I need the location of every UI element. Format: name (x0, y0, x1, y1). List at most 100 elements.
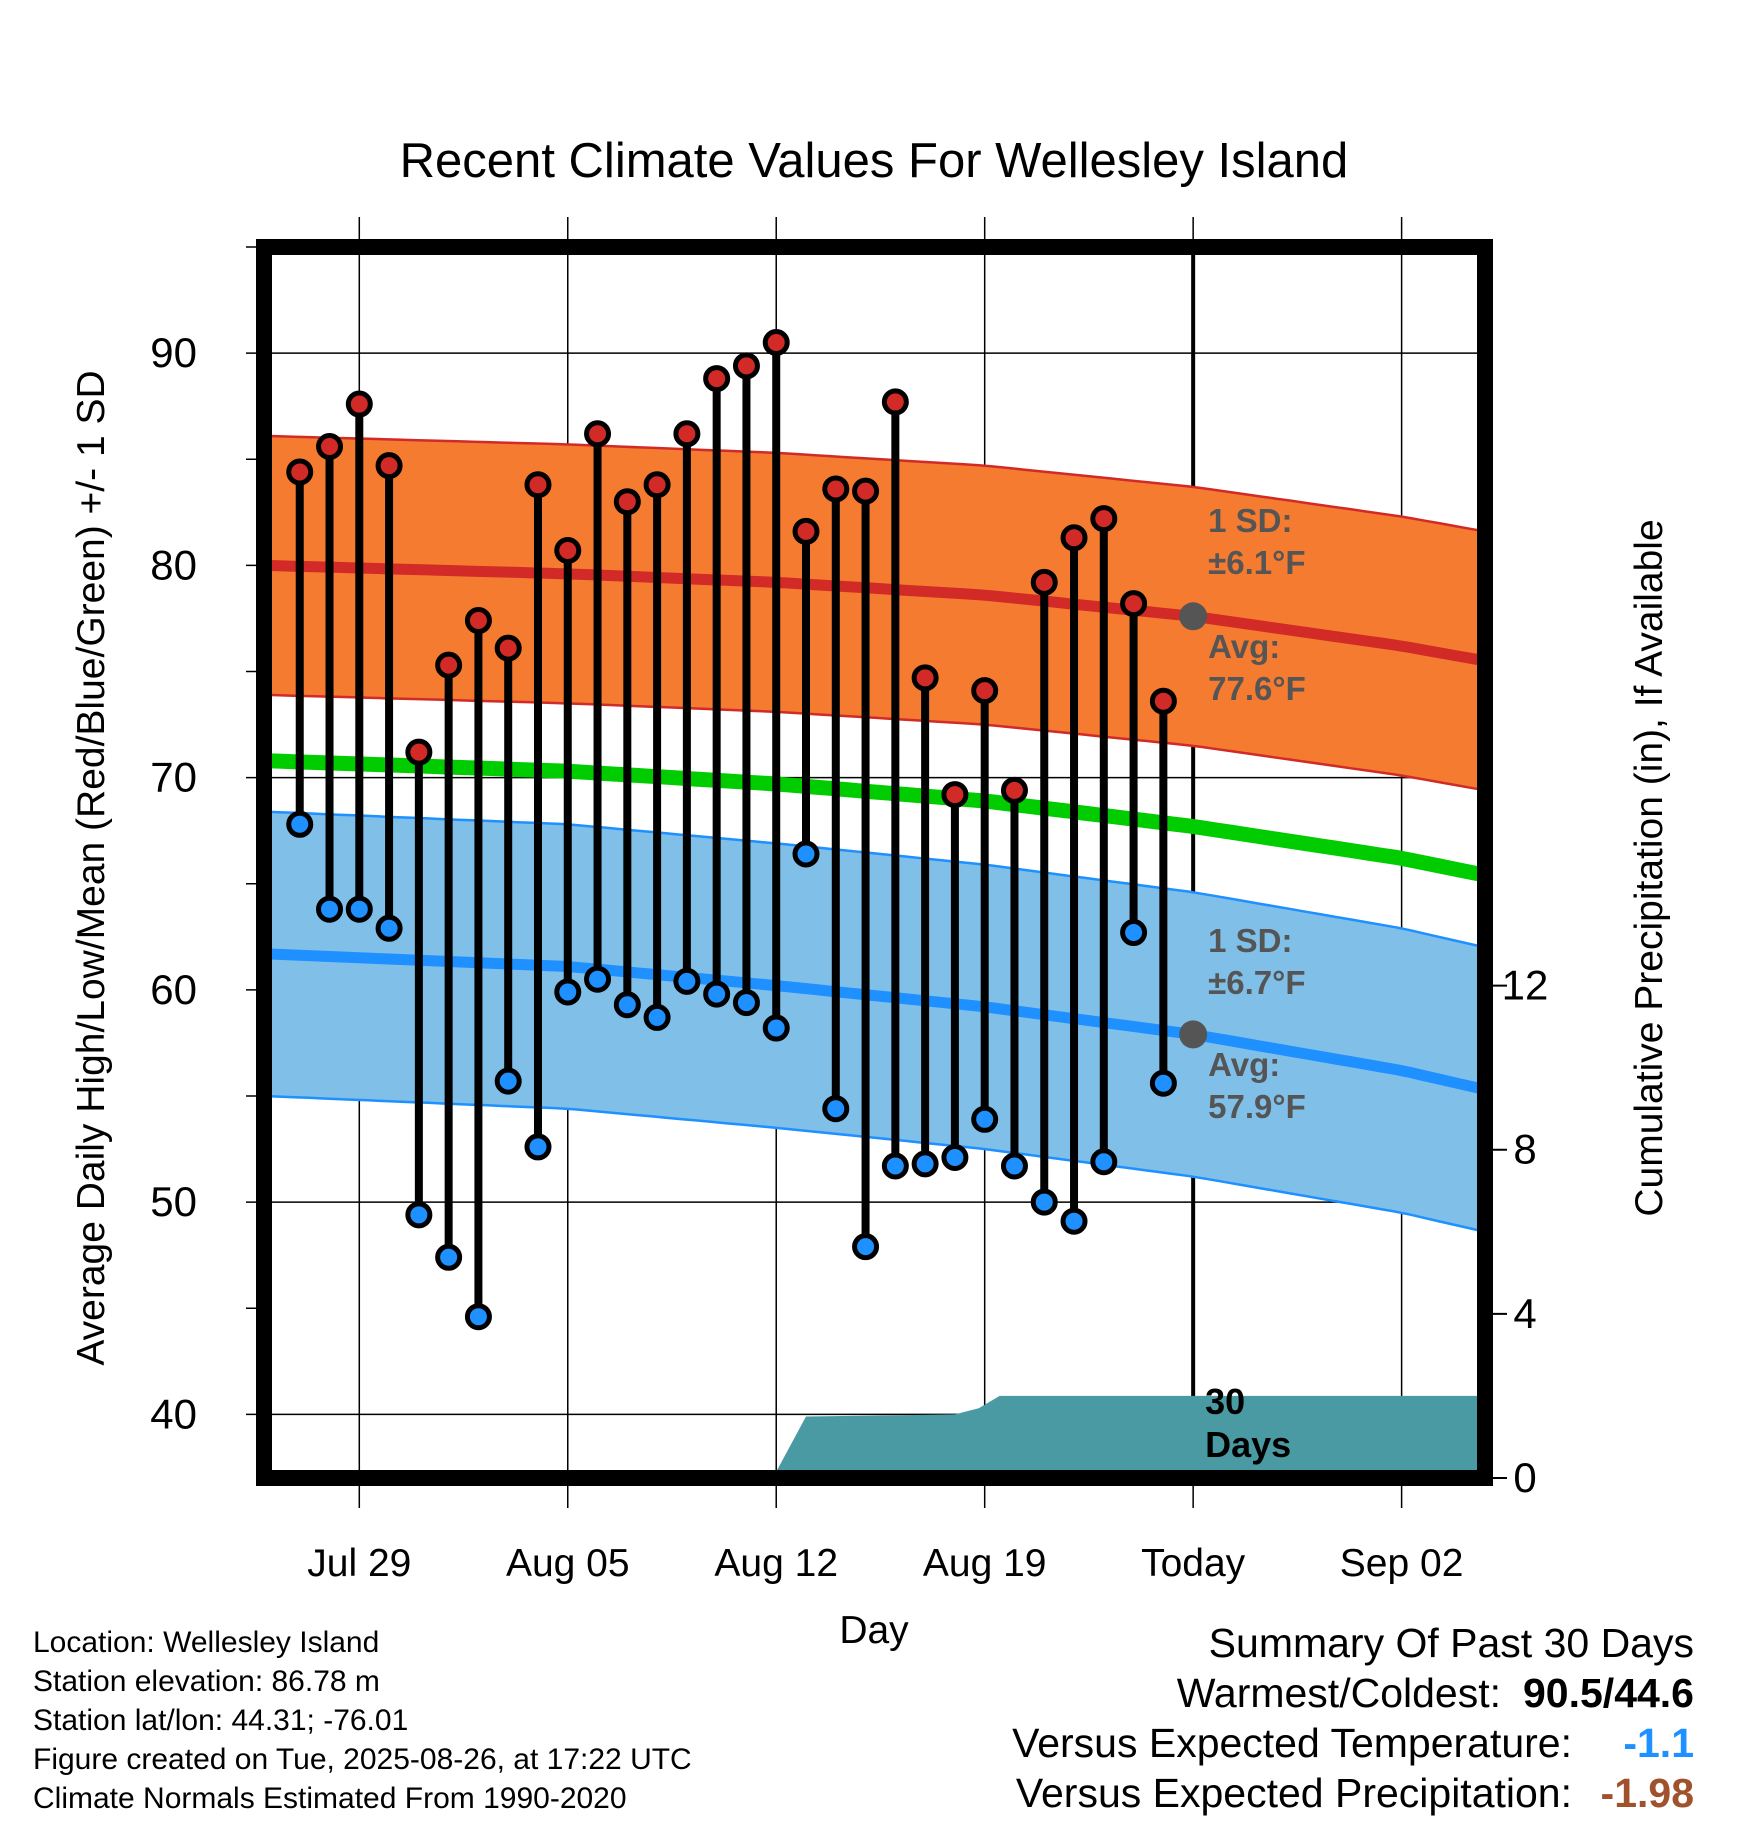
created-text: Figure created on Tue, 2025-08-26, at 17… (33, 1743, 692, 1776)
y-tick-label: 90 (150, 329, 197, 376)
high-sd-value: ±6.1°F (1208, 544, 1305, 581)
high-marker (673, 420, 701, 448)
high-marker (286, 458, 314, 486)
precip-departure-label: Versus Expected Precipitation: (1015, 1770, 1572, 1816)
high-marker (941, 781, 969, 809)
low-marker (703, 980, 731, 1008)
low-sd-label: 1 SD: (1208, 922, 1292, 959)
y-axis-label: Average Daily High/Low/Mean (Red/Blue/Gr… (70, 370, 113, 1365)
low-marker (375, 914, 403, 942)
high-avg-label: Avg: (1208, 628, 1280, 665)
low-marker (1149, 1069, 1177, 1097)
low-marker (911, 1150, 939, 1178)
y-tick-label: 50 (150, 1178, 197, 1225)
high-marker (554, 537, 582, 565)
low-marker (673, 967, 701, 995)
elevation-text: Station elevation: 86.78 m (33, 1665, 380, 1698)
low-band-upper-edge (263, 810, 1486, 949)
low-marker (1060, 1207, 1088, 1235)
low-marker (732, 989, 760, 1017)
high-marker (1060, 524, 1088, 552)
y2-tick-label: 8 (1513, 1126, 1536, 1173)
high-sd-label: 1 SD: (1208, 502, 1292, 539)
plot-frame (256, 239, 1493, 1486)
high-marker (732, 352, 760, 380)
high-marker (1030, 568, 1058, 596)
high-marker (703, 365, 731, 393)
normals-text: Climate Normals Estimated From 1990-2020 (33, 1782, 627, 1815)
high-marker (971, 677, 999, 705)
low-marker (405, 1201, 433, 1229)
latlon-text: Station lat/lon: 44.31; -76.01 (33, 1704, 409, 1737)
low-marker (822, 1095, 850, 1123)
y2-tick-label: 12 (1502, 962, 1549, 1009)
warmest-coldest-value: 90.5/44.6 (1523, 1670, 1694, 1716)
low-marker (1030, 1188, 1058, 1216)
high-marker (405, 738, 433, 766)
high-marker (584, 420, 612, 448)
y2-tick-label: 0 (1513, 1454, 1536, 1501)
low-marker (316, 895, 344, 923)
warmest-coldest-label: Warmest/Coldest: (1176, 1670, 1501, 1716)
low-marker (524, 1133, 552, 1161)
y-tick-label: 70 (150, 754, 197, 801)
high-marker (852, 477, 880, 505)
y-tick-label: 80 (150, 541, 197, 588)
y2-tick-label: 4 (1513, 1290, 1536, 1337)
high-marker (1149, 687, 1177, 715)
high-marker (1120, 590, 1148, 618)
summary-heading: Summary Of Past 30 Days (1208, 1620, 1694, 1666)
temp-departure-row: Versus Expected Temperature: -1.1 (1012, 1720, 1694, 1767)
high-marker (316, 433, 344, 461)
low-marker (643, 1003, 671, 1031)
precipitation-area (287, 1395, 1485, 1478)
low-band-lower-edge (263, 1094, 1486, 1234)
high-marker (464, 607, 492, 635)
low-marker (286, 810, 314, 838)
temp-departure-value: -1.1 (1623, 1720, 1694, 1766)
high-marker (762, 329, 790, 357)
low-marker (345, 895, 373, 923)
high-marker (1090, 505, 1118, 533)
x-tick-label: Aug 05 (506, 1542, 630, 1585)
high-marker (1000, 776, 1028, 804)
y-tick-label: 40 (150, 1390, 197, 1437)
low-marker (971, 1105, 999, 1133)
precip-days-number: 30 (1205, 1381, 1245, 1422)
precip-departure-row: Versus Expected Precipitation: -1.98 (1016, 1770, 1694, 1817)
high-avg-value: 77.6°F (1208, 670, 1306, 707)
annotations: 1 SD: ±6.1°F Avg: 77.6°F 1 SD: ±6.7°F Avg: 57.9… (1179, 502, 1306, 1465)
axes: 40 50 60 70 80 90 0 4 8 12 Jul 29 Aug 05 Aug 12 Aug 1… (150, 217, 1548, 1585)
high-marker (822, 475, 850, 503)
x-tick-label: Today (1141, 1542, 1246, 1585)
avg-low-marker (1179, 1020, 1208, 1049)
daily-markers (286, 329, 1177, 1331)
low-marker (941, 1144, 969, 1172)
y2-axis-label: Cumulative Precipitation (in), If Availa… (1628, 519, 1671, 1216)
x-tick-label: Aug 12 (714, 1542, 838, 1585)
precip-departure-value: -1.98 (1600, 1770, 1694, 1816)
temp-departure-label: Versus Expected Temperature: (1012, 1720, 1572, 1766)
high-marker (435, 651, 463, 679)
x-tick-label: Jul 29 (307, 1542, 411, 1585)
low-marker (1090, 1148, 1118, 1176)
high-marker (643, 471, 671, 499)
low-marker (792, 840, 820, 868)
daily-range-stems (295, 342, 1168, 1317)
low-marker (762, 1014, 790, 1042)
high-band-lower-edge (263, 693, 1486, 792)
high-marker (613, 488, 641, 516)
low-marker (1000, 1152, 1028, 1180)
high-marker (494, 634, 522, 662)
x-tick-label: Aug 19 (923, 1542, 1047, 1585)
precip-days-unit: Days (1205, 1424, 1291, 1465)
low-marker (584, 965, 612, 993)
avg-high-marker (1179, 602, 1208, 631)
x-axis-label: Day (839, 1609, 909, 1652)
low-marker (554, 978, 582, 1006)
normal-high-line (263, 559, 1486, 667)
low-marker (613, 991, 641, 1019)
warmest-coldest-row: Warmest/Coldest: 90.5/44.6 (1177, 1670, 1694, 1717)
low-marker (881, 1152, 909, 1180)
